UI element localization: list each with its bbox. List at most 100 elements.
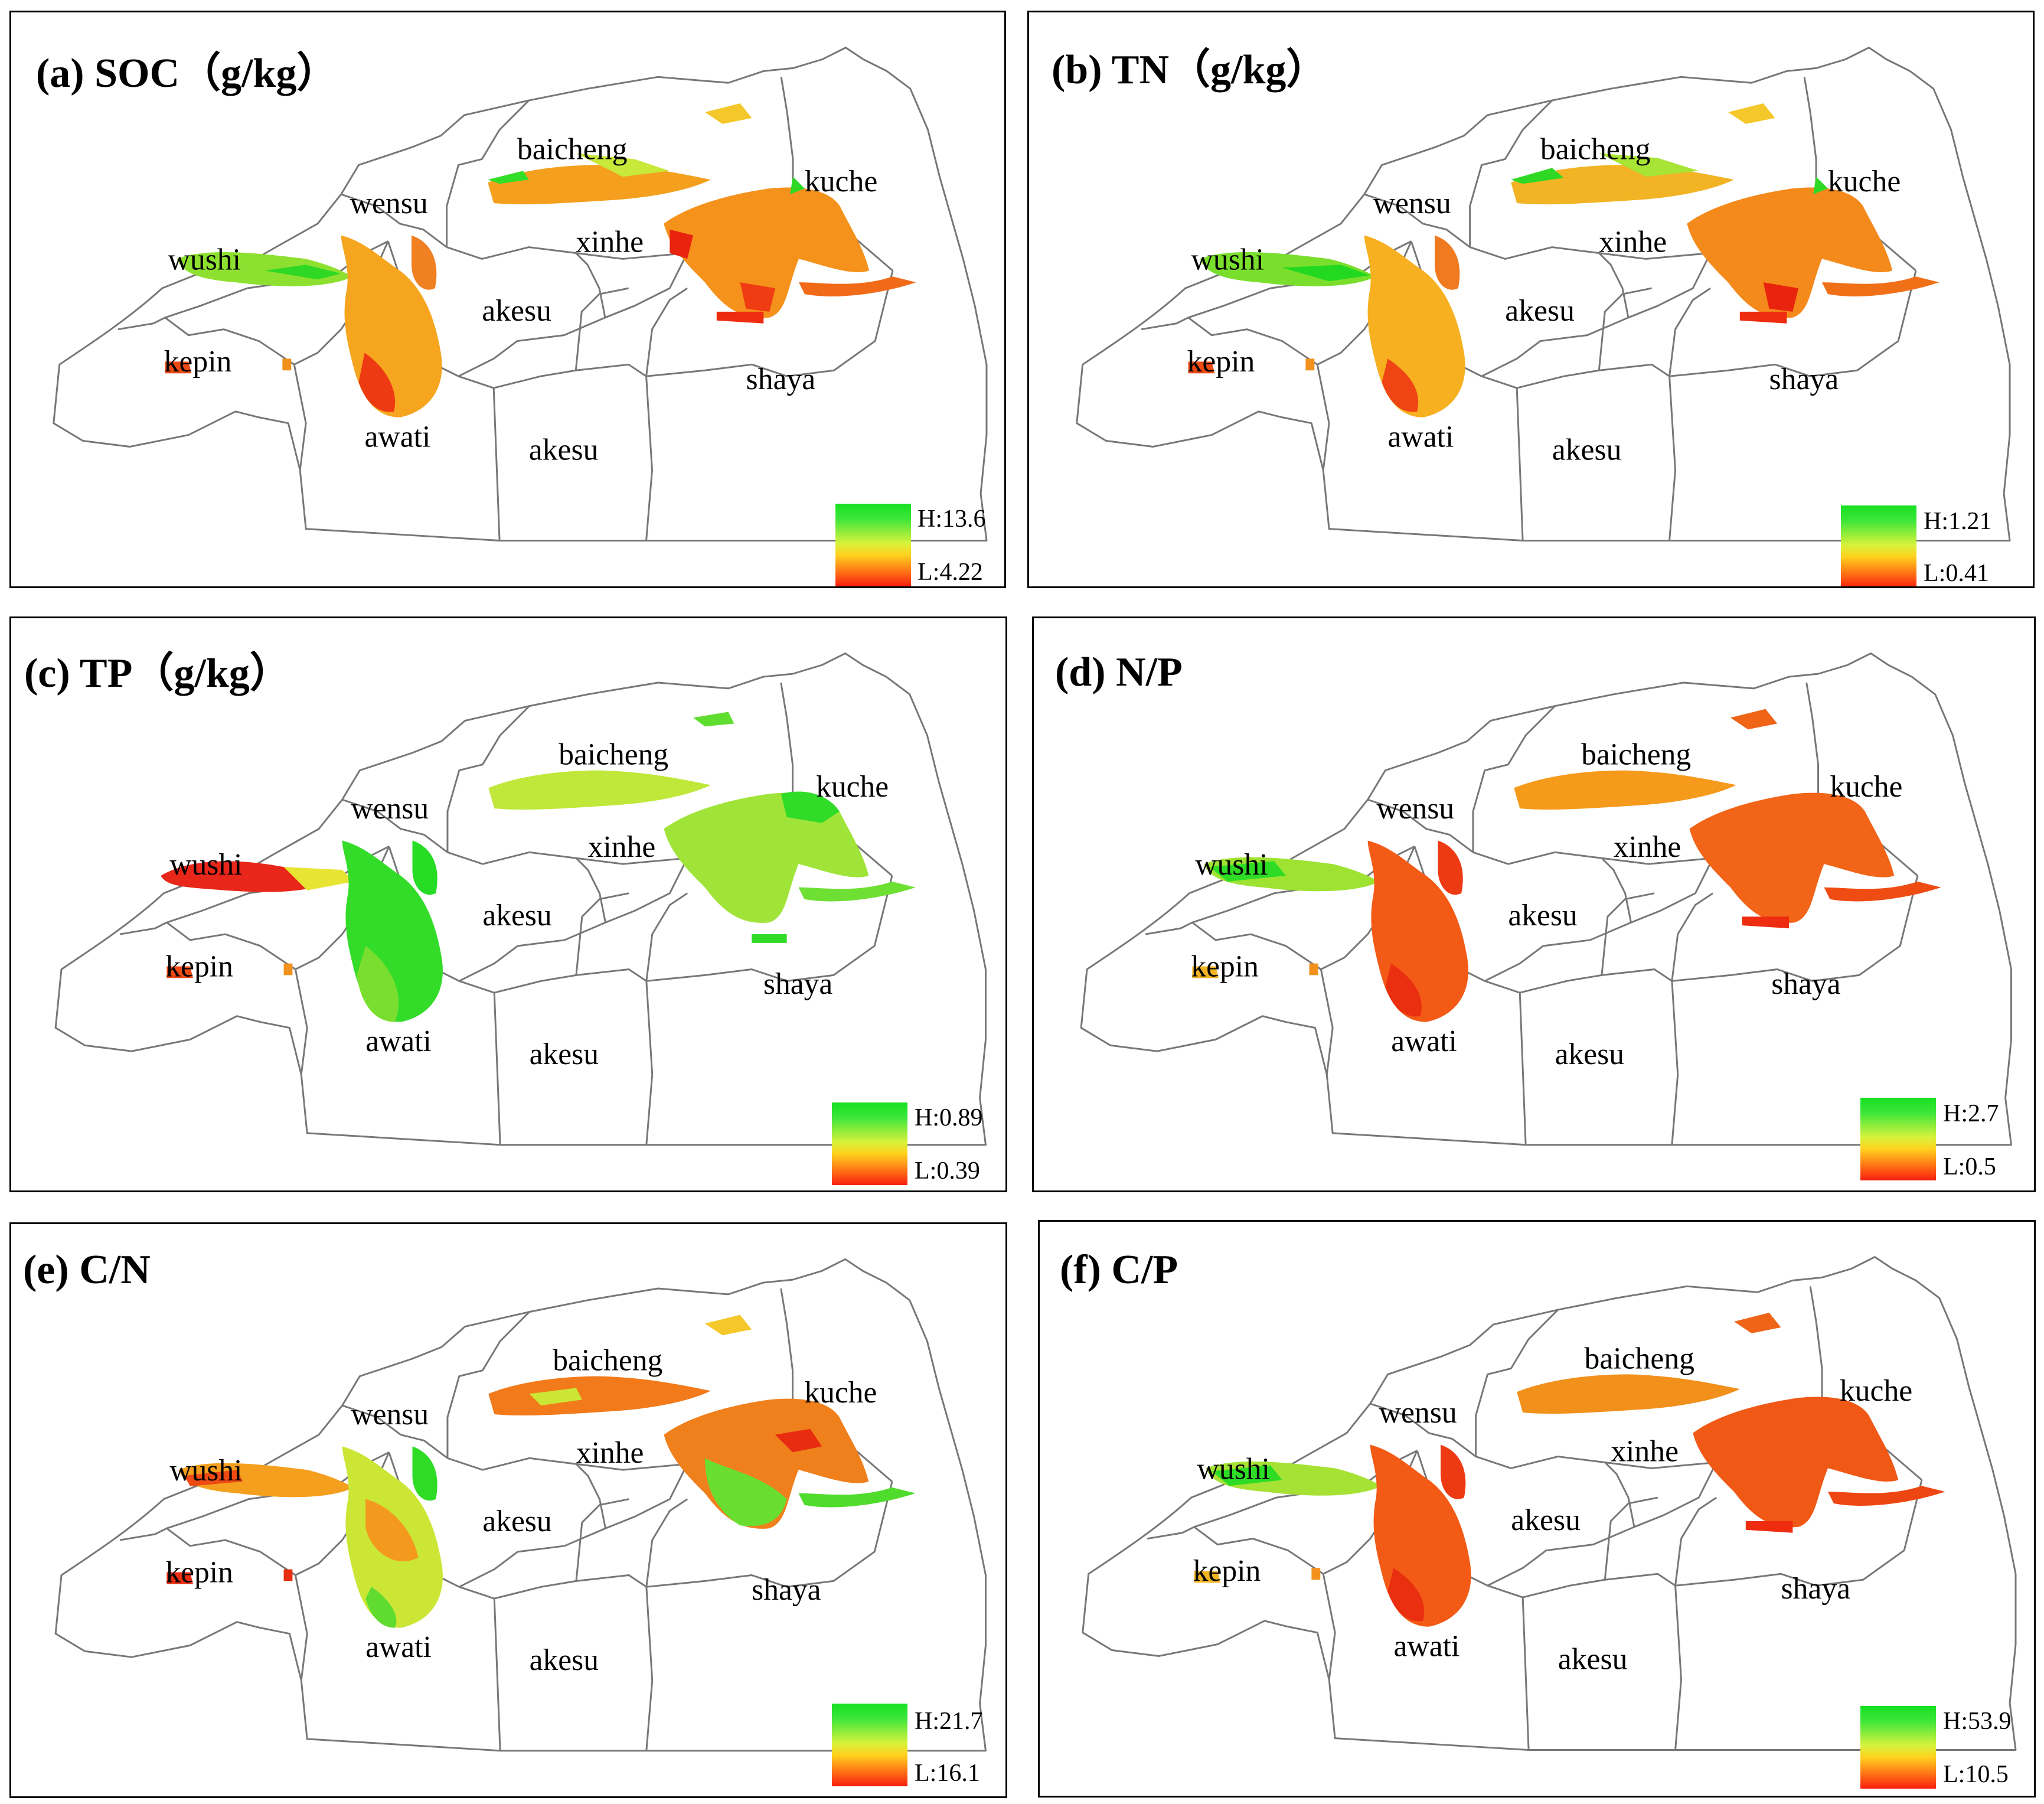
region-label-akesu-south: akesu [1552, 433, 1622, 467]
nutrient-patches [1188, 103, 1939, 417]
region-label-xinhe: xinhe [1599, 225, 1667, 259]
region-label-wushi: wushi [1195, 848, 1268, 882]
region-label-shaya: shaya [1781, 1572, 1850, 1606]
region-label-akesu-north: akesu [1505, 294, 1575, 328]
region-label-akesu-south: akesu [530, 1038, 599, 1071]
legend-low-label: L:10.5 [1943, 1761, 2009, 1788]
region-label-baicheng: baicheng [1585, 1342, 1695, 1375]
map-panel-e: wushi wensu baicheng kuche xinhe akesu k… [9, 1222, 1007, 1798]
legend-high-label: H:0.89 [915, 1104, 983, 1131]
color-scale-bar [832, 1704, 907, 1786]
map-panel-b: wushi wensu baicheng kuche xinhe akesu k… [1027, 11, 2035, 588]
region-label-shaya: shaya [752, 1573, 821, 1607]
panel-title: (b) TN（g/kg） [1052, 47, 1328, 93]
region-label-wensu: wensu [351, 792, 429, 826]
color-scale-bar [835, 504, 911, 586]
region-labels: wushi wensu baicheng kuche xinhe akesu k… [1193, 1342, 1913, 1676]
region-label-kepin: kepin [1193, 1554, 1261, 1588]
region-label-wensu: wensu [351, 1398, 429, 1431]
region-label-kuche: kuche [1830, 770, 1902, 804]
region-label-akesu-south: akesu [529, 433, 599, 467]
region-label-kuche: kuche [1828, 165, 1901, 198]
region-label-kuche: kuche [816, 770, 889, 804]
legend-low-label: L:0.39 [915, 1157, 980, 1185]
legend-high-label: H:21.7 [915, 1708, 983, 1735]
map-panel-c: wushi wensu baicheng kuche xinhe akesu k… [9, 616, 1007, 1192]
region-label-xinhe: xinhe [1611, 1434, 1679, 1468]
region-label-shaya: shaya [1771, 967, 1840, 1001]
region-label-xinhe: xinhe [576, 1436, 644, 1470]
map-panel-a: wushi wensu baicheng kuche xinhe akesu k… [9, 11, 1006, 588]
region-label-baicheng: baicheng [553, 1344, 662, 1378]
legend-high-label: H:13.6 [917, 505, 986, 533]
map-canvas: wushi wensu baicheng kuche xinhe akesu k… [54, 652, 987, 1146]
color-scale-bar [832, 1102, 907, 1185]
region-label-kepin: kepin [1187, 345, 1255, 379]
map-canvas: wushi wensu baicheng kuche xinhe akesu k… [1076, 47, 2011, 541]
region-label-kuche: kuche [1840, 1374, 1912, 1408]
color-scale-bar [1841, 505, 1916, 586]
region-label-xinhe: xinhe [588, 830, 655, 864]
region-label-wushi: wushi [1197, 1452, 1270, 1486]
region-label-awati: awati [365, 1025, 432, 1058]
region-label-akesu-south: akesu [530, 1643, 599, 1677]
region-label-awati: awati [1387, 420, 1454, 454]
legend-low-label: L:16.1 [915, 1760, 980, 1787]
region-label-xinhe: xinhe [576, 225, 644, 259]
region-label-wushi: wushi [169, 848, 242, 882]
nutrient-patches [166, 1314, 916, 1628]
region-label-wushi: wushi [169, 1454, 242, 1487]
region-label-kuche: kuche [804, 1376, 877, 1410]
region-label-wensu: wensu [1379, 1396, 1457, 1430]
nutrient-patches [1194, 1313, 1945, 1627]
region-label-akesu-south: akesu [1558, 1642, 1628, 1676]
region-label-shaya: shaya [763, 967, 832, 1001]
region-label-shaya: shaya [1769, 363, 1839, 396]
nutrient-patches [1192, 709, 1941, 1022]
region-label-kepin: kepin [1191, 950, 1258, 983]
map-panel-f: wushi wensu baicheng kuche xinhe akesu k… [1038, 1220, 2036, 1798]
nutrient-patches [161, 712, 916, 1022]
region-labels: wushi wensu baicheng kuche xinhe akesu k… [164, 132, 878, 467]
region-label-akesu-north: akesu [482, 899, 551, 932]
legend-low-label: L:0.41 [1924, 560, 1989, 587]
map-canvas: wushi wensu baicheng kuche xinhe akesu k… [54, 1258, 987, 1752]
region-label-wensu: wensu [1376, 792, 1454, 826]
region-label-xinhe: xinhe [1614, 830, 1681, 864]
region-labels: wushi wensu baicheng kuche xinhe akesu k… [165, 1344, 877, 1677]
region-labels: wushi wensu baicheng kuche xinhe akesu k… [1187, 132, 1901, 467]
region-label-akesu-north: akesu [1511, 1503, 1581, 1537]
color-scale-bar [1860, 1098, 1936, 1180]
region-labels: wushi wensu baicheng kuche xinhe akesu k… [1191, 738, 1902, 1071]
nutrient-patches [165, 103, 916, 417]
region-label-awati: awati [365, 1630, 432, 1664]
region-label-baicheng: baicheng [517, 132, 628, 166]
map-canvas: wushi wensu baicheng kuche xinhe akesu k… [1080, 652, 2012, 1146]
panel-title: (d) N/P [1055, 650, 1183, 695]
legend-high-label: H:1.21 [1924, 508, 1992, 535]
region-label-kepin: kepin [164, 345, 232, 379]
legend-low-label: L:0.5 [1943, 1153, 1996, 1180]
region-label-akesu-south: akesu [1555, 1038, 1624, 1071]
region-label-akesu-north: akesu [482, 294, 551, 328]
region-label-wensu: wensu [350, 187, 428, 220]
region-label-wushi: wushi [168, 243, 241, 276]
region-label-kuche: kuche [805, 165, 877, 198]
region-label-wushi: wushi [1191, 243, 1264, 276]
legend-high-label: H:53.9 [1943, 1708, 2012, 1735]
region-label-baicheng: baicheng [1581, 738, 1691, 772]
region-label-akesu-north: akesu [482, 1505, 551, 1538]
color-scale-bar [1860, 1706, 1936, 1789]
region-label-awati: awati [1391, 1025, 1457, 1058]
panel-title: (e) C/N [23, 1247, 151, 1293]
map-canvas: wushi wensu baicheng kuche xinhe akesu k… [53, 47, 988, 541]
panel-title: (a) SOC（g/kg） [36, 51, 338, 96]
map-canvas: wushi wensu baicheng kuche xinhe akesu k… [1082, 1256, 2017, 1751]
map-panel-d: wushi wensu baicheng kuche xinhe akesu k… [1032, 616, 2036, 1192]
region-label-shaya: shaya [746, 363, 816, 396]
region-label-baicheng: baicheng [559, 738, 668, 772]
region-labels: wushi wensu baicheng kuche xinhe akesu k… [165, 738, 889, 1071]
legend-low-label: L:4.22 [917, 559, 983, 586]
region-label-baicheng: baicheng [1540, 132, 1651, 166]
region-label-wensu: wensu [1373, 187, 1451, 220]
